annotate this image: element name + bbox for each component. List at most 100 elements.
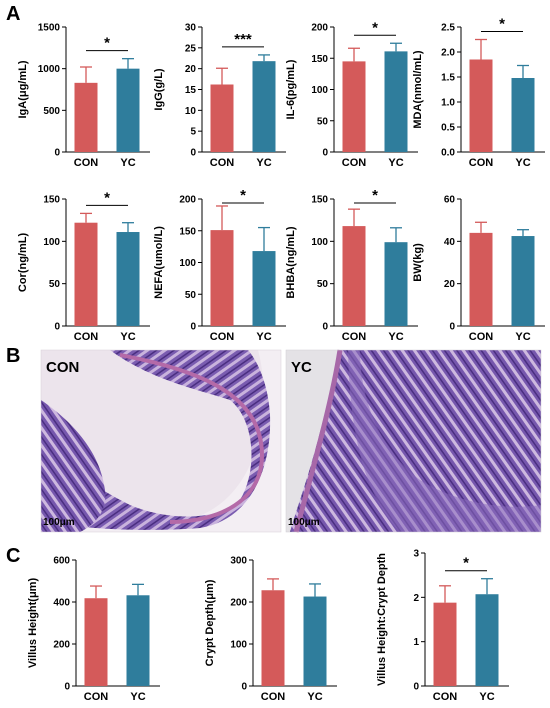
significance-label: * xyxy=(104,189,110,206)
bar-con xyxy=(210,84,234,152)
y-tick-label: 100 xyxy=(43,237,60,248)
bar-con xyxy=(84,598,108,686)
y-axis-label: BW(kg) xyxy=(412,243,424,282)
y-tick-label: 0.5 xyxy=(441,123,455,134)
y-tick-label: 300 xyxy=(230,556,247,567)
y-tick-label: 150 xyxy=(311,195,328,206)
category-label: YC xyxy=(120,157,135,169)
category-label: CON xyxy=(469,157,494,169)
y-tick-label: 20 xyxy=(185,64,197,75)
y-tick-label: 5 xyxy=(190,127,196,138)
bar-yc xyxy=(116,232,140,326)
y-tick-label: 400 xyxy=(53,598,70,609)
category-label: CON xyxy=(74,157,99,169)
category-label: CON xyxy=(210,157,235,169)
y-tick-label: 0 xyxy=(54,322,60,333)
y-tick-label: 50 xyxy=(49,279,61,290)
y-axis-label: BHBA(ng/mL) xyxy=(285,226,297,298)
y-axis-label: Villus Height(μm) xyxy=(27,578,39,669)
chart-3: 0 50 100 150 200 IL-6(pg/mL) CON YC * xyxy=(285,19,418,169)
y-tick-label: 2 xyxy=(413,593,419,604)
bar-con xyxy=(342,226,366,326)
category-label: CON xyxy=(342,331,367,343)
chart-7: 0 50 100 150 BHBA(ng/mL) CON YC * xyxy=(285,187,418,343)
y-tick-label: 1 xyxy=(413,637,419,648)
significance-label: * xyxy=(240,187,246,204)
chart-2: 0 5 10 15 20 25 30 IgG(g/L) CON YC *** xyxy=(153,23,286,169)
bar-yc xyxy=(384,51,408,152)
y-tick-label: 10 xyxy=(185,106,197,117)
y-tick-label: 150 xyxy=(43,195,60,206)
significance-label: *** xyxy=(234,31,252,48)
y-axis-label: Cor(ng/mL) xyxy=(17,233,29,293)
y-tick-label: 50 xyxy=(185,290,197,301)
y-tick-label: 25 xyxy=(185,43,197,54)
y-tick-label: 20 xyxy=(444,279,456,290)
y-tick-label: 500 xyxy=(43,106,60,117)
bar-con xyxy=(210,230,234,326)
y-tick-label: 0 xyxy=(190,322,196,333)
y-tick-label: 30 xyxy=(185,23,197,34)
y-tick-label: 50 xyxy=(317,116,329,127)
y-tick-label: 50 xyxy=(317,279,329,290)
y-axis-label: Villus Height:Crypt Depth xyxy=(376,553,388,686)
category-label: YC xyxy=(307,691,322,703)
y-tick-label: 1500 xyxy=(38,23,61,34)
y-tick-label: 100 xyxy=(311,85,328,96)
y-tick-label: 2.5 xyxy=(441,23,455,34)
y-tick-label: 100 xyxy=(179,258,196,269)
category-label: CON xyxy=(342,157,367,169)
y-axis-label: NEFA(umol/L) xyxy=(153,226,165,299)
y-tick-label: 100 xyxy=(230,640,247,651)
bar-yc xyxy=(126,595,150,686)
y-axis-label: IgA(μg/mL) xyxy=(17,60,29,118)
y-axis-label: IL-6(pg/mL) xyxy=(285,59,297,119)
bar-con xyxy=(261,590,285,686)
y-tick-label: 3 xyxy=(413,549,419,560)
category-label: YC xyxy=(130,691,145,703)
bar-yc xyxy=(303,596,327,686)
category-label: YC xyxy=(388,157,403,169)
significance-label: * xyxy=(372,19,378,36)
y-tick-label: 200 xyxy=(311,23,328,34)
bar-con xyxy=(74,222,98,326)
category-label: YC xyxy=(120,331,135,343)
category-label: CON xyxy=(469,331,494,343)
y-tick-label: 0 xyxy=(64,682,70,693)
histology-con xyxy=(40,349,282,533)
y-tick-label: 1.5 xyxy=(441,73,455,84)
category-label: YC xyxy=(515,331,530,343)
chart-4: 0.0 0.5 1.0 1.5 2.0 2.5 MDA(nmol/mL) CON YC * xyxy=(412,16,545,169)
bar-yc xyxy=(116,68,140,152)
chart-11: 0 1 2 3 Villus Height:Crypt Depth CON YC * xyxy=(376,549,509,703)
y-tick-label: 200 xyxy=(230,598,247,609)
category-label: YC xyxy=(388,331,403,343)
panel-letter-b: B xyxy=(6,345,20,367)
y-tick-label: 200 xyxy=(53,640,70,651)
chart-6: 0 50 100 150 200 NEFA(umol/L) CON YC * xyxy=(153,187,286,343)
y-tick-label: 15 xyxy=(185,85,197,96)
histology-yc-scale: 100μm xyxy=(288,517,320,528)
significance-label: * xyxy=(463,555,469,572)
y-tick-label: 100 xyxy=(311,237,328,248)
significance-label: * xyxy=(499,16,505,33)
y-tick-label: 60 xyxy=(444,195,456,206)
y-tick-label: 0.0 xyxy=(441,148,455,159)
chart-5: 0 50 100 150 Cor(ng/mL) CON YC * xyxy=(17,189,150,343)
histology-yc-label: YC xyxy=(291,359,312,376)
bar-con xyxy=(342,61,366,152)
category-label: CON xyxy=(84,691,109,703)
category-label: CON xyxy=(74,331,99,343)
bar-con xyxy=(469,59,493,152)
y-tick-label: 0 xyxy=(413,682,419,693)
y-tick-label: 150 xyxy=(311,54,328,65)
significance-label: * xyxy=(372,187,378,204)
y-tick-label: 40 xyxy=(444,237,456,248)
bar-yc xyxy=(511,236,535,326)
category-label: CON xyxy=(433,691,458,703)
y-tick-label: 600 xyxy=(53,556,70,567)
y-axis-label: Crypt Depth(μm) xyxy=(204,579,216,666)
y-tick-label: 1000 xyxy=(38,64,61,75)
chart-10: 0 100 200 300 Crypt Depth(μm) CON YC xyxy=(204,556,337,703)
